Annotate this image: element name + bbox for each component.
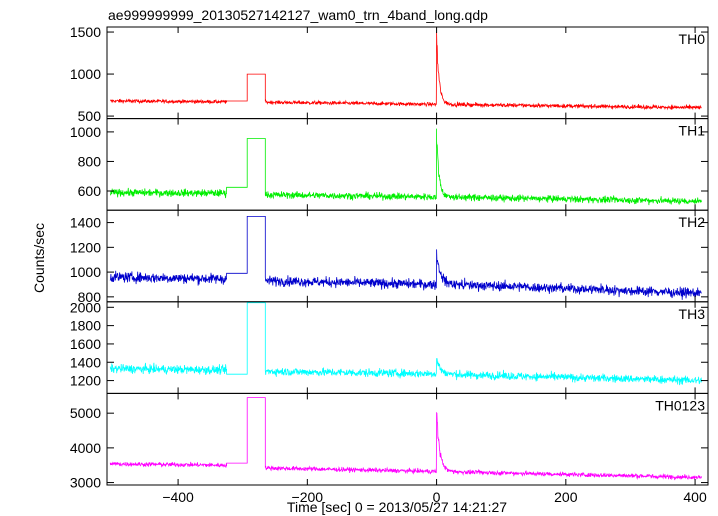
- panel-th0: 500 1000 1500 TH0: [70, 24, 709, 124]
- panel-frame: [106, 209, 709, 303]
- series-line-th3: [109, 302, 702, 386]
- y-axis-label: Counts/sec: [31, 223, 47, 293]
- chart-title: ae999999999_20130527142127_wam0_trn_4ban…: [108, 7, 488, 23]
- y-tick-label: 600: [78, 183, 102, 199]
- series-line-th0123: [109, 397, 702, 481]
- x-tick-label: 400: [683, 489, 707, 505]
- y-tick-label: 1000: [70, 66, 101, 82]
- panel-label: TH2: [679, 214, 706, 230]
- x-tick-label: 200: [554, 489, 578, 505]
- y-tick-label: 1600: [70, 336, 101, 352]
- panel-frame: [106, 392, 709, 486]
- y-tick-label: 500: [78, 108, 102, 124]
- panel-th3: 1200 1400 1600 1800 2000 TH3: [70, 299, 709, 394]
- y-tick-label: 1200: [70, 239, 101, 255]
- panel-label: TH3: [679, 306, 706, 322]
- panel-th0123: 3000 4000 5000 TH0123: [70, 392, 709, 491]
- y-tick-label: 1000: [70, 124, 101, 140]
- series-line-th0: [110, 32, 702, 111]
- x-tick-label: 0: [433, 489, 441, 505]
- panel-label: TH0123: [655, 397, 705, 413]
- x-tick-label: −200: [292, 489, 324, 505]
- y-tick-label: 4000: [70, 440, 101, 456]
- y-tick-label: 1400: [70, 354, 101, 370]
- y-tick-label: 1200: [70, 373, 101, 389]
- series-line-th1: [109, 128, 702, 206]
- panel-label: TH0: [679, 31, 706, 47]
- panel-label: TH1: [679, 123, 706, 139]
- x-axis-label: Time [sec] 0 = 2013/05/27 14:21:27: [287, 499, 507, 515]
- y-tick-label: 800: [78, 153, 102, 169]
- y-tick-label: 2000: [70, 299, 101, 315]
- y-tick-label: 1800: [70, 318, 101, 334]
- panel-th2: 800 1000 1200 1400 TH2: [70, 209, 709, 305]
- y-tick-label: 1400: [70, 215, 101, 231]
- panel-th1: 600 800 1000 TH1: [70, 118, 709, 211]
- y-tick-label: 1000: [70, 264, 101, 280]
- x-tick-label: −400: [162, 489, 194, 505]
- y-tick-label: 1500: [70, 24, 101, 40]
- y-tick-label: 800: [78, 289, 102, 305]
- y-tick-label: 3000: [70, 475, 101, 491]
- y-tick-label: 5000: [70, 405, 101, 421]
- series-line-th2: [109, 216, 702, 300]
